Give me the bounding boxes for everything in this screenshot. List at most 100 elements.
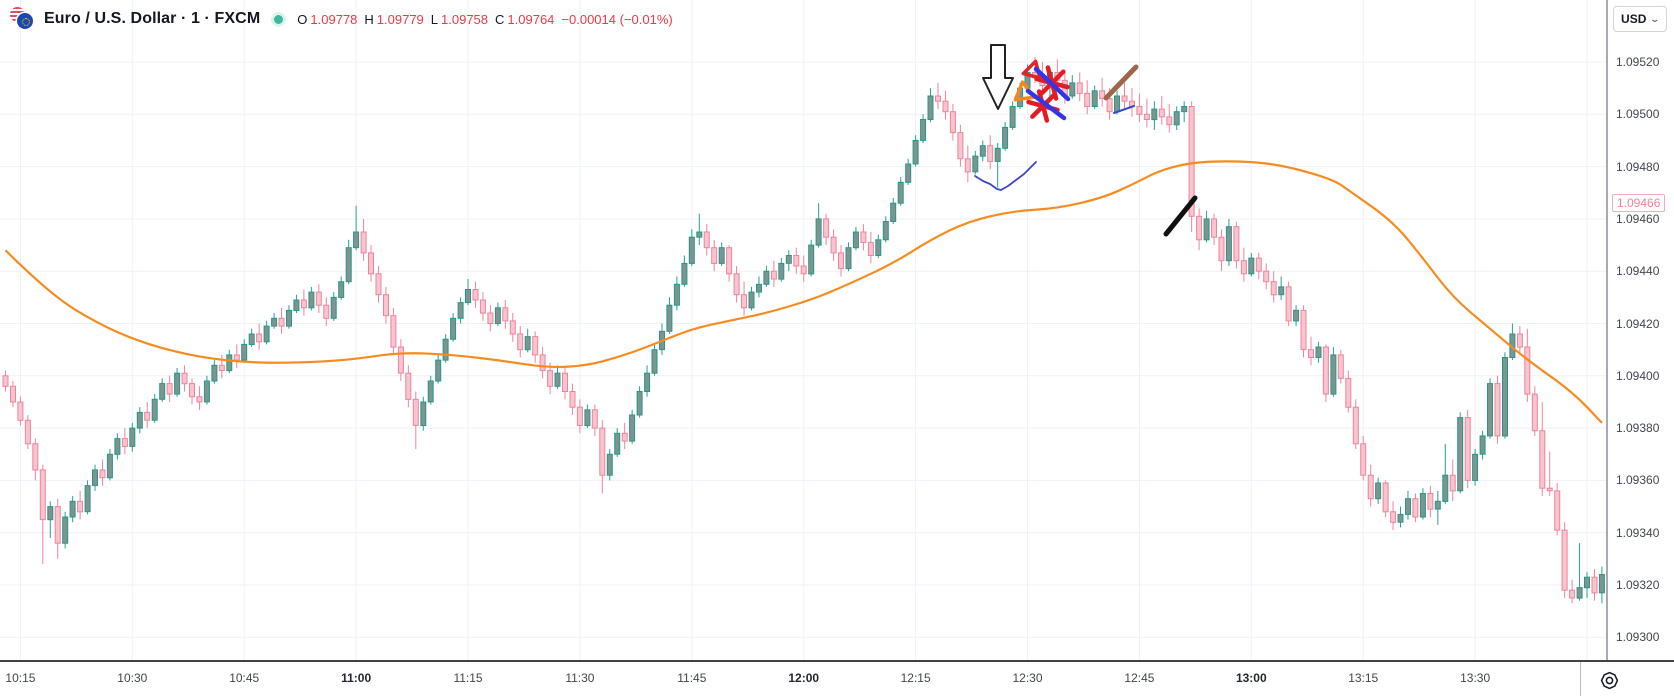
candle-body xyxy=(703,231,710,249)
candle-body xyxy=(1121,95,1128,102)
last-price-label: 1.09466 xyxy=(1612,194,1666,213)
candle-body xyxy=(166,383,173,395)
candle-body xyxy=(106,453,113,479)
candle-body xyxy=(1516,333,1523,348)
candle-body xyxy=(756,283,762,293)
candle-body xyxy=(465,289,471,304)
candle-body xyxy=(554,372,561,387)
currency-dropdown[interactable]: USD ⌄ xyxy=(1613,6,1667,32)
candle-body xyxy=(673,283,680,306)
candle-body xyxy=(1255,257,1262,272)
candle-body xyxy=(383,294,389,317)
candle-body xyxy=(726,247,733,275)
candle-body xyxy=(778,262,785,280)
chart-canvas[interactable] xyxy=(0,0,1606,660)
candle-body xyxy=(99,469,106,479)
candle-body xyxy=(271,317,278,327)
candle-body xyxy=(1270,281,1277,296)
candle-body xyxy=(763,270,770,285)
candle-body xyxy=(733,273,740,296)
candle-body xyxy=(897,181,904,204)
candle-body xyxy=(1069,82,1076,97)
candle-body xyxy=(263,325,270,343)
annotation-blue-stroke-2[interactable] xyxy=(1025,88,1067,121)
candle-body xyxy=(823,218,830,238)
candle-body xyxy=(1487,383,1493,437)
time-axis-label: 13:15 xyxy=(1348,671,1379,685)
price-axis-label: 1.09480 xyxy=(1616,159,1660,174)
candle-body xyxy=(390,315,397,348)
candle-body xyxy=(972,155,979,173)
candle-body xyxy=(748,291,755,309)
candle-body xyxy=(1278,286,1285,296)
annotation-black-stroke[interactable] xyxy=(1163,195,1198,237)
candle-body xyxy=(957,132,964,160)
candle-body xyxy=(196,396,203,403)
candle-body xyxy=(1457,417,1464,492)
candle-body xyxy=(1584,576,1590,589)
annotation-blue-dash[interactable] xyxy=(1113,105,1135,114)
symbol-legend[interactable]: Euro / U.S. Dollar · 1 · FXCM O 1.09778 … xyxy=(10,7,673,31)
time-axis[interactable]: 10:15 10:30 10:45 11:00 11:15 11:30 11:45 12:00… xyxy=(0,660,1674,696)
candle-body xyxy=(1009,106,1016,128)
candle-body xyxy=(144,411,151,421)
axis-settings-button[interactable] xyxy=(1594,667,1624,693)
candle-body xyxy=(121,438,128,447)
candle-body xyxy=(1546,487,1553,492)
price-axis-label: 1.09500 xyxy=(1616,107,1660,122)
candle-body xyxy=(397,346,404,374)
candle-body xyxy=(487,312,494,324)
candle-body xyxy=(1405,498,1411,515)
high-value: 1.09779 xyxy=(376,11,424,27)
candle-body xyxy=(1158,108,1165,118)
candle-body xyxy=(770,270,777,280)
candle-body xyxy=(330,296,337,319)
annotation-brown-stroke[interactable] xyxy=(1103,64,1139,101)
candle-body xyxy=(39,469,46,521)
candle-body xyxy=(1352,406,1359,445)
candle-body xyxy=(912,139,919,165)
candle-body xyxy=(1449,474,1456,492)
candle-body xyxy=(233,354,240,361)
annotation-red-asterisk-2[interactable] xyxy=(1030,93,1056,119)
candle-body xyxy=(69,500,76,518)
candle-body xyxy=(368,252,374,275)
candle-body xyxy=(1330,354,1337,395)
time-axis-label: 11:45 xyxy=(677,671,707,685)
time-axis-label: 12:45 xyxy=(1124,671,1155,685)
candle-body xyxy=(278,317,285,327)
annotation-down-arrow[interactable] xyxy=(982,44,1014,110)
candle-body xyxy=(174,372,181,395)
candle-body xyxy=(927,95,934,120)
low-label: L xyxy=(430,11,439,27)
candle-body xyxy=(286,309,292,327)
candle-body xyxy=(1598,574,1605,594)
annotation-blue-check[interactable] xyxy=(974,161,1037,191)
time-axis-label: 11:15 xyxy=(453,671,483,685)
price-axis-label: 1.09440 xyxy=(1616,264,1660,279)
candle-body xyxy=(808,244,815,275)
candle-body xyxy=(405,372,412,400)
annotation-blue-stroke-1[interactable] xyxy=(1033,66,1071,102)
candle-body xyxy=(935,95,941,102)
price-axis-label: 1.09320 xyxy=(1616,578,1660,592)
candle-body xyxy=(1166,116,1173,126)
candle-body xyxy=(539,354,546,372)
candle-body xyxy=(84,485,91,513)
candle-body xyxy=(599,427,606,476)
candle-body xyxy=(852,231,859,249)
candle-body xyxy=(830,236,837,254)
candle-body xyxy=(867,241,874,256)
candle-body xyxy=(114,438,121,455)
candle-body xyxy=(606,453,613,476)
low-value: 1.09758 xyxy=(441,11,489,27)
candle-body xyxy=(1397,513,1404,523)
candle-body xyxy=(1427,493,1434,510)
chevron-down-icon: ⌄ xyxy=(1649,13,1661,24)
symbol-title[interactable]: Euro / U.S. Dollar · 1 · FXCM xyxy=(44,10,261,27)
price-axis-label: 1.09520 xyxy=(1616,55,1660,69)
price-axis[interactable]: 1.09520 1.09500 1.09480 1.09460 1.09440 1.094… xyxy=(1606,0,1674,660)
candle-body xyxy=(651,349,658,374)
candle-body xyxy=(241,343,248,361)
moving-average-line[interactable] xyxy=(4,160,1603,424)
